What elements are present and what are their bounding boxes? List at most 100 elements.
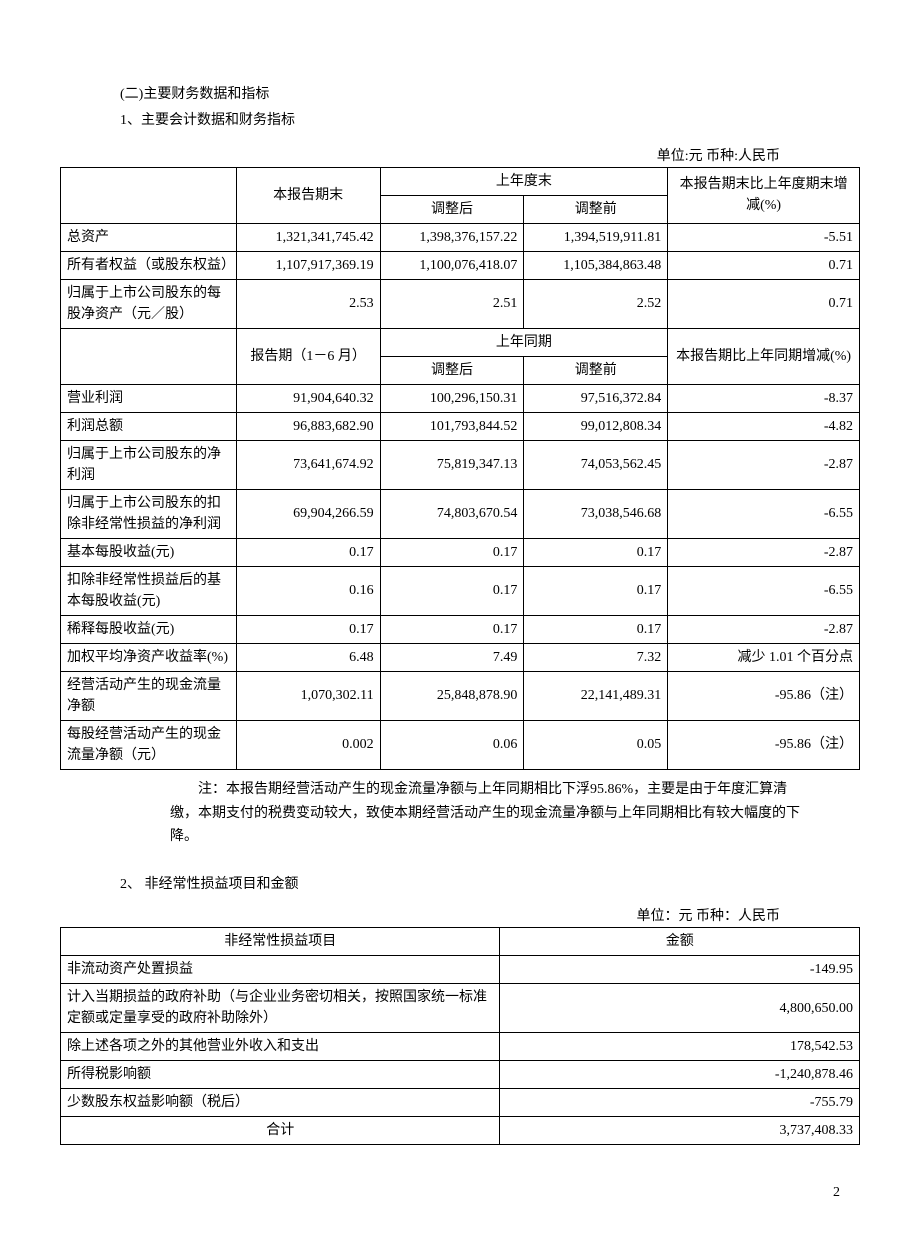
table-row: 营业利润91,904,640.32100,296,150.3197,516,37…	[61, 384, 860, 412]
header-cell: 非经常性损益项目	[61, 928, 500, 956]
table-row: 少数股东权益影响额（税后）-755.79	[61, 1089, 860, 1117]
data-cell: 73,641,674.92	[236, 440, 380, 489]
data-cell: 0.17	[524, 538, 668, 566]
data-cell: 0.17	[524, 615, 668, 643]
row-label: 总资产	[61, 223, 237, 251]
table-row: 利润总额96,883,682.90101,793,844.5299,012,80…	[61, 412, 860, 440]
data-cell: -2.87	[668, 440, 860, 489]
row-label: 除上述各项之外的其他营业外收入和支出	[61, 1033, 500, 1061]
data-cell: 2.52	[524, 279, 668, 328]
row-label: 扣除非经常性损益后的基本每股收益(元)	[61, 566, 237, 615]
data-cell: 99,012,808.34	[524, 412, 668, 440]
table-row: 所得税影响额-1,240,878.46	[61, 1061, 860, 1089]
data-cell: -1,240,878.46	[500, 1061, 860, 1089]
data-cell: 2.53	[236, 279, 380, 328]
header-cell: 调整前	[524, 195, 668, 223]
header-cell: 报告期（1－6 月）	[236, 328, 380, 384]
section-heading: (二)主要财务数据和指标	[120, 84, 860, 106]
header-cell	[61, 167, 237, 223]
header-cell: 调整前	[524, 356, 668, 384]
data-cell: -149.95	[500, 956, 860, 984]
data-cell: 2.51	[380, 279, 524, 328]
table-row: 总资产1,321,341,745.421,398,376,157.221,394…	[61, 223, 860, 251]
row-label: 少数股东权益影响额（税后）	[61, 1089, 500, 1117]
table-total-row: 合计 3,737,408.33	[61, 1117, 860, 1145]
data-cell: 69,904,266.59	[236, 489, 380, 538]
data-cell: 73,038,546.68	[524, 489, 668, 538]
data-cell: 1,398,376,157.22	[380, 223, 524, 251]
row-label: 所得税影响额	[61, 1061, 500, 1089]
data-cell: 减少 1.01 个百分点	[668, 643, 860, 671]
header-cell: 本报告期末比上年度期末增减(%)	[668, 167, 860, 223]
table-header-row: 报告期（1－6 月） 上年同期 本报告期比上年同期增减(%)	[61, 328, 860, 356]
data-cell: 0.17	[380, 615, 524, 643]
data-cell: 1,070,302.11	[236, 671, 380, 720]
data-cell: 75,819,347.13	[380, 440, 524, 489]
row-label: 归属于上市公司股东的净利润	[61, 440, 237, 489]
data-cell: 1,107,917,369.19	[236, 251, 380, 279]
row-label: 所有者权益（或股东权益）	[61, 251, 237, 279]
header-cell	[61, 328, 237, 384]
data-cell: 0.17	[524, 566, 668, 615]
data-cell: 7.49	[380, 643, 524, 671]
data-cell: -95.86（注）	[668, 671, 860, 720]
table-row: 归属于上市公司股东的扣除非经常性损益的净利润69,904,266.5974,80…	[61, 489, 860, 538]
data-cell: -4.82	[668, 412, 860, 440]
data-cell: 0.71	[668, 251, 860, 279]
data-cell: 0.71	[668, 279, 860, 328]
financial-data-table: 本报告期末 上年度末 本报告期末比上年度期末增减(%) 调整后 调整前 总资产1…	[60, 167, 860, 770]
page-number: 2	[60, 1185, 860, 1201]
data-cell: 0.17	[380, 566, 524, 615]
data-cell: 7.32	[524, 643, 668, 671]
footnote-text: 注：本报告期经营活动产生的现金流量净额与上年同期相比下浮95.86%，主要是由于…	[170, 778, 800, 849]
row-label: 营业利润	[61, 384, 237, 412]
subsection-heading-1: 1、主要会计数据和财务指标	[120, 110, 860, 132]
header-cell: 本报告期末	[236, 167, 380, 223]
header-cell: 上年度末	[380, 167, 668, 195]
data-cell: 25,848,878.90	[380, 671, 524, 720]
table-header-row: 非经常性损益项目 金额	[61, 928, 860, 956]
subsection-heading-2: 2、 非经常性损益项目和金额	[120, 873, 860, 893]
data-cell: 178,542.53	[500, 1033, 860, 1061]
table-row: 每股经营活动产生的现金流量净额（元）0.0020.060.05-95.86（注）	[61, 720, 860, 769]
unit-label-2: 单位：元 币种：人民币	[60, 905, 840, 925]
data-cell: 22,141,489.31	[524, 671, 668, 720]
row-label: 每股经营活动产生的现金流量净额（元）	[61, 720, 237, 769]
data-cell: 1,321,341,745.42	[236, 223, 380, 251]
row-label: 归属于上市公司股东的扣除非经常性损益的净利润	[61, 489, 237, 538]
data-cell: -2.87	[668, 615, 860, 643]
data-cell: -95.86（注）	[668, 720, 860, 769]
data-cell: 0.17	[236, 615, 380, 643]
data-cell: 0.16	[236, 566, 380, 615]
table-row: 所有者权益（或股东权益）1,107,917,369.191,100,076,41…	[61, 251, 860, 279]
data-cell: 1,105,384,863.48	[524, 251, 668, 279]
table-row: 稀释每股收益(元)0.170.170.17-2.87	[61, 615, 860, 643]
nonrecurring-items-table: 非经常性损益项目 金额 非流动资产处置损益-149.95计入当期损益的政府补助（…	[60, 927, 860, 1145]
data-cell: 0.05	[524, 720, 668, 769]
unit-label-1: 单位:元 币种:人民币	[60, 145, 840, 165]
data-cell: 97,516,372.84	[524, 384, 668, 412]
row-label: 加权平均净资产收益率(%)	[61, 643, 237, 671]
table-row: 非流动资产处置损益-149.95	[61, 956, 860, 984]
header-cell: 上年同期	[380, 328, 668, 356]
total-value: 3,737,408.33	[500, 1117, 860, 1145]
row-label: 计入当期损益的政府补助（与企业业务密切相关，按照国家统一标准定额或定量享受的政府…	[61, 984, 500, 1033]
data-cell: 91,904,640.32	[236, 384, 380, 412]
header-cell: 调整后	[380, 195, 524, 223]
data-cell: 1,100,076,418.07	[380, 251, 524, 279]
data-cell: 0.17	[236, 538, 380, 566]
data-cell: 74,803,670.54	[380, 489, 524, 538]
table-header-row: 本报告期末 上年度末 本报告期末比上年度期末增减(%)	[61, 167, 860, 195]
data-cell: -8.37	[668, 384, 860, 412]
table-row: 加权平均净资产收益率(%)6.487.497.32减少 1.01 个百分点	[61, 643, 860, 671]
data-cell: 0.06	[380, 720, 524, 769]
table-row: 除上述各项之外的其他营业外收入和支出178,542.53	[61, 1033, 860, 1061]
data-cell: 96,883,682.90	[236, 412, 380, 440]
total-label: 合计	[61, 1117, 500, 1145]
row-label: 经营活动产生的现金流量净额	[61, 671, 237, 720]
data-cell: -6.55	[668, 566, 860, 615]
header-cell: 金额	[500, 928, 860, 956]
table-row: 基本每股收益(元)0.170.170.17-2.87	[61, 538, 860, 566]
row-label: 非流动资产处置损益	[61, 956, 500, 984]
data-cell: 1,394,519,911.81	[524, 223, 668, 251]
